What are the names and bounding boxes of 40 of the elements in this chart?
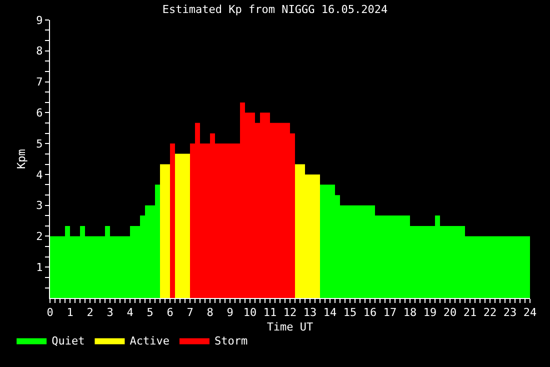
- x-tick-label: 22: [483, 306, 497, 320]
- x-tick-label: 18: [403, 306, 417, 320]
- x-tick-label: 5: [146, 306, 154, 320]
- x-tick-label: 12: [283, 306, 297, 320]
- x-tick-label: 2: [86, 306, 94, 320]
- x-tick-label: 17: [383, 306, 397, 320]
- x-tick-label: 1: [66, 306, 74, 320]
- x-tick-label: 13: [303, 306, 317, 320]
- x-tick-label: 7: [186, 306, 194, 320]
- x-tick-label: 14: [323, 306, 337, 320]
- x-tick-label: 8: [206, 306, 214, 320]
- x-tick-label: 10: [243, 306, 257, 320]
- legend-label: Active: [130, 334, 170, 348]
- x-tick-label: 6: [166, 306, 174, 320]
- x-tick-label: 4: [126, 306, 134, 320]
- y-tick-label: 5: [36, 137, 43, 150]
- x-tick-label: 21: [463, 306, 477, 320]
- y-tick-label: 9: [36, 14, 43, 27]
- chart-title: Estimated Kp from NIGGG 16.05.2024: [162, 3, 388, 16]
- x-tick-label: 23: [503, 306, 517, 320]
- y-axis-title: Kpm: [14, 148, 28, 169]
- y-tick-label: 4: [36, 168, 44, 182]
- x-tick-label: 20: [443, 306, 457, 320]
- x-tick-label: 3: [106, 306, 114, 320]
- y-tick-label: 6: [36, 106, 43, 120]
- y-tick-label: 3: [36, 199, 43, 212]
- x-tick-label: 24: [523, 306, 537, 320]
- legend-label: Storm: [214, 334, 248, 348]
- y-tick-label: 1: [36, 260, 43, 274]
- y-tick-label: 2: [36, 230, 43, 244]
- x-tick-label: 16: [363, 306, 377, 320]
- y-tick-label: 8: [36, 44, 43, 58]
- x-axis-title: Time UT: [266, 320, 314, 334]
- legend-label: Quiet: [52, 334, 85, 348]
- y-tick-label: 7: [36, 76, 43, 89]
- x-tick-label: 19: [423, 306, 437, 320]
- x-tick-label: 9: [226, 306, 234, 320]
- x-tick-label: 11: [263, 306, 277, 320]
- x-tick-label: 0: [46, 306, 54, 320]
- x-tick-label: 15: [343, 306, 357, 320]
